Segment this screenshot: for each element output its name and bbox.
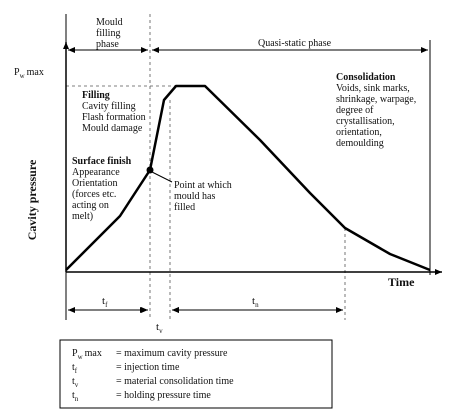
text: max [27, 67, 44, 78]
text: filling [96, 28, 120, 39]
text: (forces etc. [72, 189, 116, 200]
text: demoulding [336, 138, 384, 149]
legend-term: tf [72, 362, 78, 375]
text: w [78, 353, 84, 361]
consolidation-block: Consolidation Voids, sink marks, shrinkage… [336, 72, 416, 149]
text: Filling [82, 90, 110, 101]
text: n [75, 395, 79, 403]
text: Mould [96, 17, 123, 28]
phase-label: Quasi-static phase [258, 38, 332, 49]
text: Mould damage [82, 123, 143, 134]
text: f [105, 301, 108, 309]
text: phase [96, 39, 119, 50]
text: P [14, 67, 20, 78]
fill-point [146, 166, 154, 174]
text: orientation, [336, 127, 382, 138]
legend-definition: = holding pressure time [116, 390, 211, 401]
text: acting on [72, 200, 109, 211]
filling-block: Filling Cavity filling Flash formation Moul… [82, 90, 146, 134]
text: f [75, 367, 78, 375]
interval-label: tv [156, 321, 163, 335]
text: crystallisation, [336, 116, 395, 127]
pw-max-label: Pw max [14, 67, 44, 80]
text: mould has [174, 191, 215, 202]
text: t [72, 376, 75, 387]
text: Point at which [174, 180, 232, 191]
text: melt) [72, 211, 93, 222]
text: v [159, 327, 163, 335]
point-note: Point at which mould has filled [174, 180, 232, 213]
pressure-curve [65, 84, 431, 272]
phase-label: Mould filling phase [96, 17, 123, 50]
text: w [20, 72, 26, 80]
text: Cavity filling [82, 101, 136, 112]
legend-definition: = material consolidation time [116, 376, 234, 387]
pointer-line [151, 171, 173, 183]
legend-definition: = injection time [116, 362, 180, 373]
text: Appearance [72, 167, 120, 178]
y-axis-label: Cavity pressure [25, 159, 39, 240]
interval-label: tf [102, 295, 108, 309]
text: v [75, 381, 79, 389]
text: Consolidation [336, 72, 396, 83]
text: filled [174, 202, 195, 213]
legend-term: Pw max [72, 348, 102, 361]
text: t [72, 362, 75, 373]
x-axis-label: Time [388, 275, 415, 289]
text: degree of [336, 105, 374, 116]
surface-block: Surface finish Appearance Orientation (forc… [72, 156, 132, 222]
text: Orientation [72, 178, 118, 189]
legend-term: tn [72, 390, 79, 403]
text: Voids, sink marks, [336, 83, 410, 94]
text: t [252, 295, 255, 307]
text: t [72, 390, 75, 401]
interval-label: tn [252, 295, 259, 309]
text: t [102, 295, 105, 307]
legend-box [59, 339, 333, 409]
text: shrinkage, warpage, [336, 94, 416, 105]
text: Flash formation [82, 112, 146, 123]
text: n [255, 301, 259, 309]
legend-term: tv [72, 376, 79, 389]
text: Surface finish [72, 156, 132, 167]
legend-definition: = maximum cavity pressure [116, 348, 228, 359]
text: P [72, 348, 78, 359]
text: t [156, 321, 159, 333]
text: max [85, 348, 102, 359]
